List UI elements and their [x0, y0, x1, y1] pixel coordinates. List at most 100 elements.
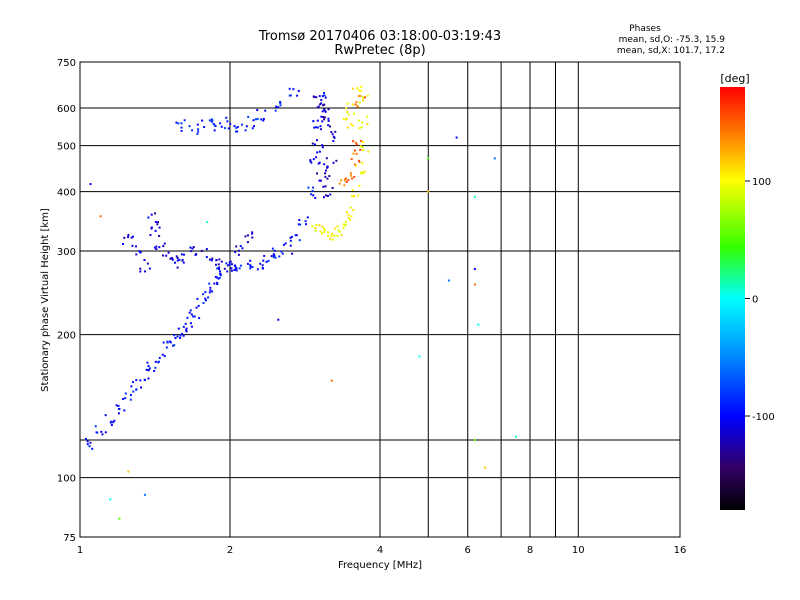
data-point [235, 269, 238, 272]
data-point [359, 145, 362, 148]
y-axis-label: Stationary phase Virtual Height [km] [40, 208, 51, 392]
data-point [226, 120, 229, 123]
data-point [316, 151, 319, 154]
data-point [147, 368, 150, 371]
data-point [135, 253, 138, 256]
data-point [323, 116, 326, 119]
data-point [259, 262, 262, 265]
data-point [304, 220, 307, 223]
data-point [367, 150, 370, 153]
data-point [323, 94, 326, 97]
data-point [484, 466, 487, 469]
data-point [192, 246, 195, 249]
data-point [202, 293, 205, 296]
y-axis-ticks: 75 100 200 300 400 500 600 750 [57, 58, 76, 544]
y-tick-label: 750 [57, 58, 76, 69]
data-point [355, 143, 358, 146]
data-point [213, 124, 216, 127]
data-point [148, 267, 151, 270]
data-point [237, 253, 240, 256]
data-point [161, 353, 164, 356]
data-point [220, 125, 223, 128]
data-point [349, 123, 352, 126]
phases-mean-o: mean, sd,O: -75.3, 15.9 [619, 35, 726, 45]
data-point [473, 195, 476, 198]
data-point [227, 127, 230, 130]
data-point [323, 118, 326, 121]
data-point [357, 159, 360, 162]
data-point [252, 119, 255, 122]
data-point [473, 283, 476, 286]
data-point [201, 119, 204, 122]
data-point [320, 99, 323, 102]
data-point [315, 224, 318, 227]
data-point [110, 423, 113, 426]
data-point [154, 366, 157, 369]
data-point [298, 219, 301, 222]
data-point [318, 179, 321, 182]
data-point [167, 251, 170, 254]
data-point [366, 94, 369, 97]
data-point [321, 146, 324, 149]
data-point [213, 129, 216, 132]
data-point [189, 309, 192, 312]
data-point [163, 355, 166, 358]
data-points [84, 85, 518, 520]
data-point [270, 255, 273, 258]
plot-frame [79, 61, 681, 538]
data-point [473, 439, 476, 442]
data-point [147, 216, 150, 219]
y-tick-label: 400 [57, 188, 76, 199]
data-point [113, 419, 116, 422]
data-point [352, 152, 355, 155]
data-point [342, 227, 345, 230]
data-point [350, 195, 353, 198]
data-point [366, 123, 369, 126]
x-tick-label: 16 [674, 545, 687, 556]
data-point [130, 385, 133, 388]
data-point [316, 126, 319, 129]
data-point [318, 95, 321, 98]
data-point [146, 361, 149, 364]
data-point [357, 119, 360, 122]
data-point [272, 256, 275, 259]
data-point [325, 194, 328, 197]
data-point [200, 249, 203, 252]
data-point [177, 327, 180, 330]
data-point [174, 337, 177, 340]
data-point [264, 109, 267, 112]
data-point [158, 356, 161, 359]
data-point [334, 130, 337, 133]
data-point [178, 258, 181, 261]
data-point [223, 127, 226, 130]
data-point [135, 388, 138, 391]
data-point [306, 216, 309, 219]
data-point [177, 122, 180, 125]
data-point [427, 157, 430, 160]
data-point [353, 175, 356, 178]
data-point [154, 212, 157, 215]
data-point [271, 247, 274, 250]
x-tick-label: 10 [572, 545, 585, 556]
data-point [357, 94, 360, 97]
data-point [156, 221, 159, 224]
data-point [273, 249, 276, 252]
data-point [205, 248, 208, 251]
data-point [135, 379, 138, 382]
data-point [353, 112, 356, 115]
data-point [455, 136, 458, 139]
data-point [328, 175, 331, 178]
data-point [239, 264, 242, 267]
data-point [234, 264, 237, 267]
data-point [208, 119, 211, 122]
data-point [218, 266, 221, 269]
data-point [334, 227, 337, 230]
data-point [208, 282, 211, 285]
colorbar-ticks: 100 0 -100 [745, 177, 775, 423]
data-point [343, 184, 346, 187]
data-point [132, 390, 135, 393]
data-point [117, 405, 120, 408]
data-point [182, 261, 185, 264]
data-point [321, 110, 324, 113]
data-point [208, 291, 211, 294]
